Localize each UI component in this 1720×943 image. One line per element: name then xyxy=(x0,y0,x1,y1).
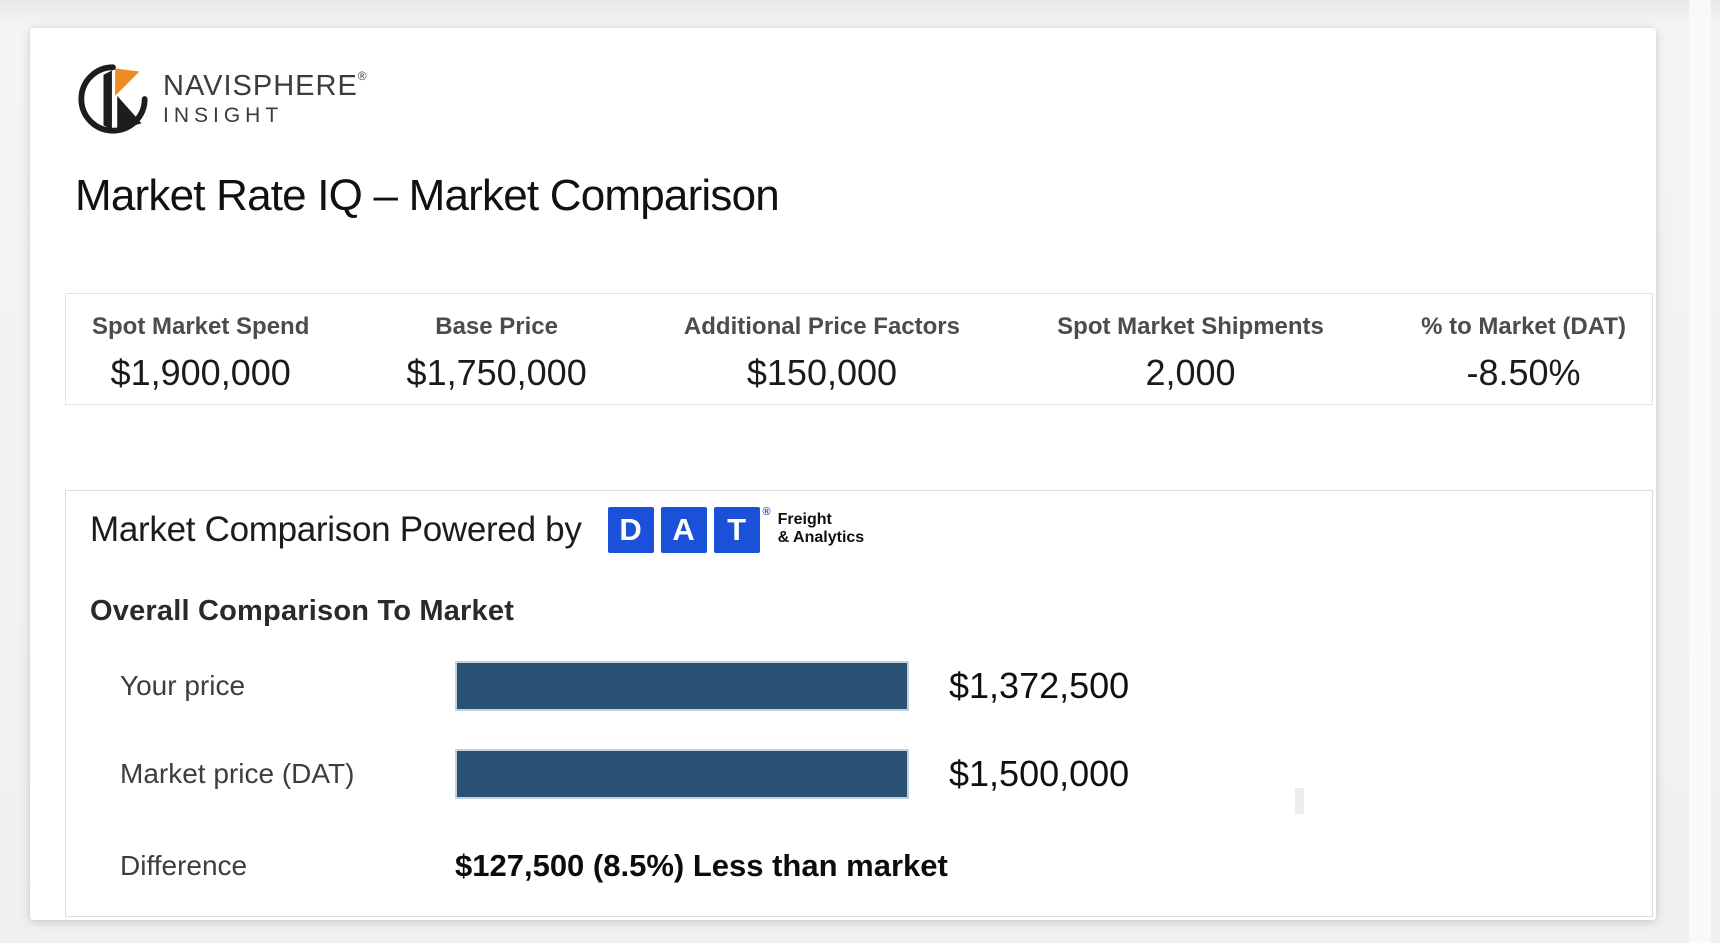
navisphere-logo: NAVISPHERE® INSIGHT xyxy=(75,61,368,137)
stat-value: $1,900,000 xyxy=(110,352,291,393)
bar-value: $1,500,000 xyxy=(949,753,1130,794)
stat-base-price: Base Price $1,750,000 xyxy=(407,313,587,394)
stat-value: 2,000 xyxy=(1145,352,1236,393)
stat-label: % to Market (DAT) xyxy=(1421,313,1626,340)
dat-logo-tile-d: D xyxy=(607,507,654,553)
bar-label: Your price xyxy=(120,670,246,701)
stat-additional-price-factors: Additional Price Factors $150,000 xyxy=(684,313,960,394)
dat-logo-tile-t: T xyxy=(713,507,760,553)
market-comparison-card: Market Comparison Powered by D A T ® Fre… xyxy=(65,490,1653,917)
comparison-bar-chart: Your price $1,372,500 Market price (DAT)… xyxy=(90,661,1628,891)
chart-row-market-price: Market price (DAT) $1,500,000 xyxy=(90,749,1628,799)
registered-mark-icon: ® xyxy=(357,69,368,83)
card-title-row: Market Comparison Powered by D A T ® Fre… xyxy=(90,503,1628,557)
dat-logo-tile-a: A xyxy=(660,507,707,553)
stat-value: -8.50% xyxy=(1466,352,1581,393)
page-title: Market Rate IQ – Market Comparison xyxy=(75,171,780,220)
bar-label: Market price (DAT) xyxy=(120,758,355,789)
dat-tagline: Freight & Analytics xyxy=(777,511,865,546)
market-price-bar xyxy=(455,749,909,799)
stats-summary-box: Spot Market Spend $1,900,000 Base Price … xyxy=(65,293,1653,405)
stat-spot-market-shipments: Spot Market Shipments 2,000 xyxy=(1057,313,1324,394)
brand-name: NAVISPHERE® xyxy=(163,69,368,102)
navisphere-logo-icon xyxy=(75,61,151,137)
scrollbar-track xyxy=(1689,0,1711,943)
card-title: Market Comparison Powered by xyxy=(90,510,582,549)
chart-row-your-price: Your price $1,372,500 xyxy=(90,661,1628,711)
stat-label: Spot Market Spend xyxy=(92,313,310,340)
difference-value: $127,500 (8.5%) Less than market xyxy=(455,848,948,883)
registered-mark-icon: ® xyxy=(762,506,771,518)
dat-logo: D A T ® Freight & Analytics xyxy=(607,506,865,553)
stat-value: $150,000 xyxy=(746,352,898,393)
stat-label: Additional Price Factors xyxy=(683,313,960,340)
chart-row-difference: Difference $127,500 (8.5%) Less than mar… xyxy=(90,841,1628,891)
stat-pct-to-market-dat: % to Market (DAT) -8.50% xyxy=(1421,313,1626,394)
section-title: Overall Comparison To Market xyxy=(90,595,515,627)
brand-subtitle: INSIGHT xyxy=(163,104,284,127)
difference-label: Difference xyxy=(120,850,248,881)
stat-value: $1,750,000 xyxy=(406,352,587,393)
stat-label: Base Price xyxy=(435,313,559,340)
bar-value: $1,372,500 xyxy=(949,665,1130,706)
stray-ui-artifact xyxy=(1295,788,1304,814)
your-price-bar xyxy=(455,661,909,711)
stat-spot-market-spend: Spot Market Spend $1,900,000 xyxy=(92,313,309,394)
stat-label: Spot Market Shipments xyxy=(1057,313,1324,340)
main-panel: NAVISPHERE® INSIGHT Market Rate IQ – Mar… xyxy=(30,28,1656,920)
